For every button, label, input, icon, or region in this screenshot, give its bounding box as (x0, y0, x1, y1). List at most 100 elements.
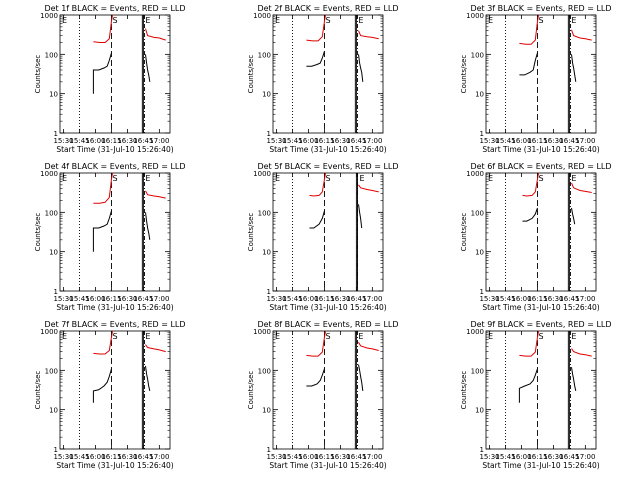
x-tick-label: 17:00 (362, 453, 382, 461)
y-tick-label: 100 (258, 209, 271, 217)
lld-series-line (358, 341, 379, 351)
y-tick-label: 10 (475, 407, 484, 415)
x-tick-label: 16:00 (298, 137, 318, 145)
x-tick-label: 16:45 (559, 295, 579, 303)
marker-label-start: S (325, 174, 330, 183)
x-axis-label: Start Time (31-Jul-10 15:26:40) (482, 145, 599, 154)
x-tick-label: 17:00 (575, 295, 595, 303)
lld-series-line (358, 184, 379, 193)
detector-panel-4: Det 4f BLACK = Events, RED = LLD 1 10 100 10… (34, 162, 186, 312)
events-series-line (358, 54, 364, 82)
panel-title: Det 1f BLACK = Events, RED = LLD (44, 4, 185, 13)
x-tick-label: 15:30 (53, 295, 73, 303)
detector-panel-9: Det 9f BLACK = Events, RED = LLD 1 10 100 10… (460, 320, 612, 470)
marker-label-start: S (325, 16, 330, 25)
events-series-line (571, 367, 577, 392)
y-tick-label: 1 (480, 288, 484, 296)
x-tick-label: 16:30 (543, 295, 563, 303)
events-series-line (571, 54, 577, 82)
detector-panel-3: Det 3f BLACK = Events, RED = LLD 1 10 100 10… (460, 4, 612, 154)
y-axis-label: Counts/sec (460, 55, 468, 94)
y-tick-label: 1000 (253, 12, 271, 20)
y-tick-label: 10 (49, 407, 58, 415)
x-tick-label: 15:30 (479, 453, 499, 461)
plot-frame (272, 330, 384, 450)
y-tick-label: 100 (45, 51, 58, 59)
panel-title: Det 9f BLACK = Events, RED = LLD (470, 320, 611, 329)
y-tick-label: 1 (54, 446, 58, 454)
y-tick-label: 100 (471, 367, 484, 375)
x-tick-label: 16:15 (314, 295, 334, 303)
lld-series-line (145, 344, 166, 353)
x-tick-label: 16:00 (298, 295, 318, 303)
x-tick-label: 17:00 (362, 295, 382, 303)
x-tick-label: 16:15 (527, 137, 547, 145)
plot-frame (485, 330, 597, 450)
y-tick-label: 100 (45, 209, 58, 217)
x-tick-label: 16:15 (101, 453, 121, 461)
y-tick-label: 1000 (40, 12, 58, 20)
x-tick-label: 15:45 (69, 295, 89, 303)
y-tick-label: 1000 (466, 170, 484, 178)
marker-label-end: E (145, 174, 150, 183)
marker-label-end: E (359, 174, 364, 183)
panel-title: Det 6f BLACK = Events, RED = LLD (470, 162, 611, 171)
y-tick-label: 10 (49, 249, 58, 257)
y-axis-label: Counts/sec (34, 55, 42, 94)
x-tick-label: 16:15 (527, 453, 547, 461)
marker-label-end: E (571, 332, 576, 341)
lld-series-line (145, 190, 166, 199)
marker-label-end: E (62, 174, 67, 183)
detector-panel-5: Det 5f BLACK = Events, RED = LLD 1 10 100 10… (247, 162, 399, 312)
x-tick-label: 15:30 (266, 453, 286, 461)
x-tick-label: 15:45 (495, 295, 515, 303)
events-series-line (358, 204, 363, 229)
detector-panel-8: Det 8f BLACK = Events, RED = LLD 1 10 100 10… (247, 320, 399, 470)
y-tick-label: 100 (45, 367, 58, 375)
x-tick-label: 16:15 (527, 295, 547, 303)
x-tick-label: 15:30 (53, 453, 73, 461)
x-tick-label: 16:15 (314, 137, 334, 145)
events-series-line (145, 365, 151, 392)
x-axis-label: Start Time (31-Jul-10 15:26:40) (56, 461, 173, 470)
events-series-line (145, 212, 151, 240)
events-series-line (306, 368, 325, 387)
x-tick-label: 15:45 (69, 453, 89, 461)
y-axis-label: Counts/sec (247, 55, 255, 94)
lld-series-line (309, 172, 326, 197)
x-tick-label: 16:15 (314, 453, 334, 461)
x-tick-label: 16:30 (117, 453, 137, 461)
x-tick-label: 16:00 (85, 453, 105, 461)
lld-series-line (306, 330, 326, 357)
marker-label-end: E (488, 332, 493, 341)
y-axis-label: Counts/sec (34, 371, 42, 410)
y-tick-label: 1000 (466, 328, 484, 336)
marker-label-end: E (62, 16, 67, 25)
y-axis-label: Counts/sec (247, 371, 255, 410)
plot-frame (272, 172, 384, 292)
x-tick-label: 16:30 (117, 295, 137, 303)
lld-series-line (93, 14, 113, 43)
marker-label-end: E (488, 16, 493, 25)
x-tick-label: 15:30 (479, 295, 499, 303)
y-tick-label: 1 (267, 130, 271, 138)
x-tick-label: 15:45 (282, 295, 302, 303)
y-tick-label: 1000 (253, 328, 271, 336)
x-tick-label: 16:30 (330, 453, 350, 461)
y-tick-label: 1 (54, 130, 58, 138)
x-tick-label: 16:00 (298, 453, 318, 461)
y-tick-label: 10 (49, 91, 58, 99)
marker-label-start: S (538, 16, 543, 25)
events-series-line (92, 368, 112, 403)
x-tick-label: 15:30 (266, 137, 286, 145)
lld-series-line (571, 29, 592, 41)
lld-series-line (306, 14, 326, 42)
y-tick-label: 10 (262, 407, 271, 415)
y-tick-label: 10 (262, 91, 271, 99)
detector-panel-6: Det 6f BLACK = Events, RED = LLD 1 10 100 10… (460, 162, 612, 312)
x-tick-label: 16:15 (101, 295, 121, 303)
marker-label-end: E (571, 16, 576, 25)
y-tick-label: 100 (258, 367, 271, 375)
plot-frame (59, 172, 171, 292)
